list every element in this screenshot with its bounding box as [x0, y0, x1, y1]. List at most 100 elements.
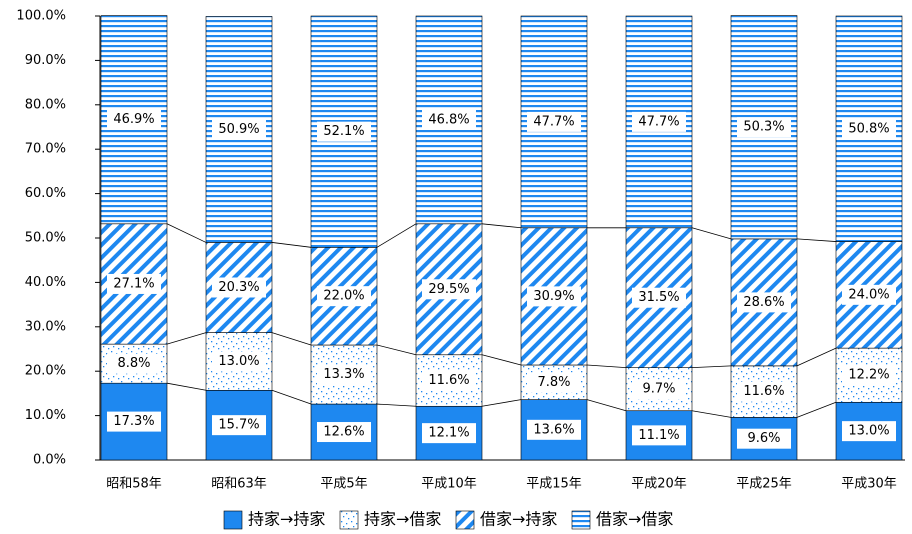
data-label: 22.0% — [323, 289, 364, 304]
data-label: 11.6% — [743, 384, 784, 399]
connector — [796, 238, 837, 242]
y-tick-label: 10.0% — [25, 408, 66, 423]
y-tick-label: 30.0% — [25, 319, 66, 334]
y-tick-label: 70.0% — [25, 142, 66, 157]
label-box — [737, 381, 791, 402]
x-tick-label: 平成20年 — [631, 477, 687, 492]
data-label: 8.8% — [117, 356, 150, 371]
legend-swatch — [339, 510, 359, 530]
data-label: 29.5% — [428, 282, 469, 297]
data-label: 11.6% — [428, 373, 469, 388]
label-box — [737, 292, 791, 313]
legend-swatch — [455, 510, 475, 530]
connector — [376, 403, 417, 407]
data-label: 30.9% — [533, 289, 574, 304]
data-label: 11.1% — [638, 428, 679, 443]
y-tick-label: 80.0% — [25, 97, 66, 112]
connector — [271, 242, 312, 248]
x-tick-label: 平成30年 — [841, 477, 897, 492]
data-label: 15.7% — [218, 418, 259, 433]
label-box — [737, 428, 791, 449]
connector — [586, 399, 627, 412]
label-box — [527, 419, 581, 440]
data-label: 47.7% — [533, 114, 574, 129]
label-box — [212, 277, 266, 298]
label-box — [842, 284, 896, 305]
y-tick-label: 100.0% — [16, 9, 66, 24]
y-tick-label: 20.0% — [25, 364, 66, 379]
label-box — [632, 111, 686, 132]
data-label: 27.1% — [113, 276, 154, 291]
label-box — [107, 353, 161, 374]
connector — [166, 223, 207, 243]
data-label: 13.0% — [848, 424, 889, 439]
connector — [481, 399, 522, 407]
label-box — [422, 423, 476, 444]
connector — [691, 410, 732, 418]
y-tick-label: 90.0% — [25, 53, 66, 68]
y-tick-label: 40.0% — [25, 275, 66, 290]
data-label: 17.3% — [113, 414, 154, 429]
y-tick-label: 50.0% — [25, 231, 66, 246]
x-tick-label: 昭和63年 — [211, 477, 267, 492]
label-box — [632, 287, 686, 308]
y-tick-label: 60.0% — [25, 186, 66, 201]
data-label: 13.0% — [218, 354, 259, 369]
data-label: 52.1% — [323, 124, 364, 139]
connector — [376, 344, 417, 356]
data-label: 12.2% — [848, 368, 889, 383]
connector — [166, 382, 207, 391]
connector — [166, 332, 207, 345]
data-label: 50.8% — [848, 121, 889, 136]
label-box — [107, 411, 161, 432]
data-label: 13.6% — [533, 422, 574, 437]
x-tick-label: 平成25年 — [736, 477, 792, 492]
label-box — [422, 370, 476, 391]
connector — [796, 347, 837, 367]
connector — [376, 223, 417, 248]
label-box — [632, 379, 686, 400]
label-box — [107, 273, 161, 294]
label-box — [527, 372, 581, 393]
label-box — [842, 421, 896, 442]
label-box — [527, 286, 581, 307]
label-box — [212, 351, 266, 372]
label-box — [842, 118, 896, 139]
legend-label: 持家→借家 — [364, 510, 441, 529]
data-label: 46.9% — [113, 112, 154, 127]
label-box — [317, 422, 371, 443]
y-tick-label: 0.0% — [33, 453, 66, 468]
data-label: 9.6% — [747, 431, 780, 446]
label-box — [632, 425, 686, 446]
data-label: 20.3% — [218, 280, 259, 295]
label-box — [107, 109, 161, 130]
connector — [481, 223, 522, 229]
x-tick-label: 平成10年 — [421, 477, 477, 492]
connector — [271, 389, 312, 405]
label-box — [842, 365, 896, 386]
data-label: 12.6% — [323, 425, 364, 440]
legend-label: 借家→持家 — [480, 510, 557, 529]
data-label: 47.7% — [638, 114, 679, 129]
connector — [691, 365, 732, 369]
connector — [691, 227, 732, 240]
data-label: 50.3% — [743, 120, 784, 135]
connector — [271, 332, 312, 346]
data-label: 24.0% — [848, 287, 889, 302]
label-box — [527, 111, 581, 132]
data-label: 12.1% — [428, 426, 469, 441]
label-box — [422, 109, 476, 130]
label-box — [422, 279, 476, 300]
label-box — [212, 415, 266, 436]
connector — [586, 364, 627, 369]
data-label: 46.8% — [428, 112, 469, 127]
legend-label: 借家→借家 — [596, 510, 673, 529]
legend-swatch — [571, 510, 591, 530]
data-label: 31.5% — [638, 290, 679, 305]
label-box — [317, 364, 371, 385]
data-label: 7.8% — [537, 375, 570, 390]
label-box — [212, 119, 266, 140]
data-label: 13.3% — [323, 367, 364, 382]
x-tick-label: 平成5年 — [320, 477, 367, 492]
